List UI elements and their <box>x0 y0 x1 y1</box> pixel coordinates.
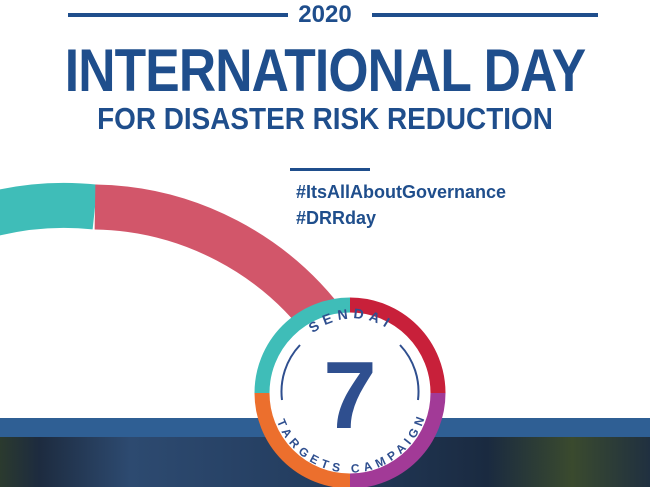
divider-right <box>372 13 598 17</box>
divider-left <box>68 13 288 17</box>
title-line2: FOR DISASTER RISK REDUCTION <box>97 101 553 136</box>
year: 2020 <box>298 1 352 28</box>
teal-arc <box>0 182 98 236</box>
red-arc <box>94 184 349 344</box>
hashtag: #ItsAllAboutGovernance <box>296 182 507 202</box>
sendai-badge: SENDAI TARGETS CAMPAIGN 7 <box>254 297 446 487</box>
hashtag: #DRRday <box>296 208 377 228</box>
short-divider <box>290 168 370 171</box>
badge-number: 7 <box>323 342 376 449</box>
title-line1: INTERNATIONAL DAY <box>64 37 586 104</box>
